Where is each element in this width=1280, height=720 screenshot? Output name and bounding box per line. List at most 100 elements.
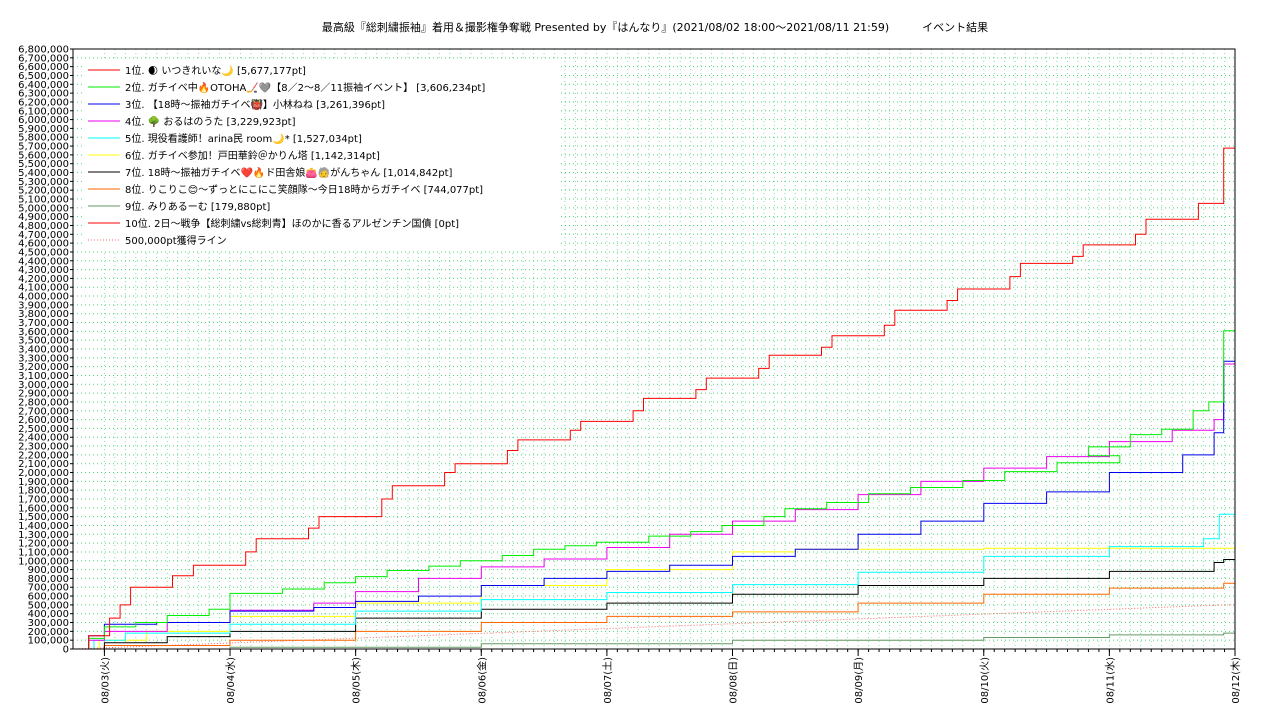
x-tick-label: 08/08(日) — [729, 657, 740, 704]
legend-label: 9位. みりあるーむ [179,880pt] — [125, 200, 270, 213]
legend-label: 6位. ガチイベ参加！戸田華鈴＠かりん塔 [1,142,314pt] — [125, 149, 380, 162]
y-tick-label: 4,100,000 — [18, 283, 69, 294]
y-tick-label: 5,700,000 — [18, 142, 69, 153]
y-tick-label: 4,000,000 — [18, 292, 69, 303]
y-tick-label: 0 — [63, 645, 69, 656]
y-tick-label: 5,600,000 — [18, 150, 69, 161]
y-tick-label: 900,000 — [28, 565, 69, 576]
legend-label: 10位. 2日〜戦争【総刺繍vs総刺青】ほのかに香るアルゼンチン国債 [0pt] — [125, 217, 459, 230]
y-tick-label: 100,000 — [28, 636, 69, 647]
y-tick-label: 1,000,000 — [18, 556, 69, 567]
y-tick-label: 6,600,000 — [18, 62, 69, 73]
legend-label: 3位. 【18時〜振袖ガチイベ👹】小林ねね [3,261,396pt] — [125, 98, 385, 111]
y-tick-label: 1,800,000 — [18, 486, 69, 497]
series-line — [73, 330, 1235, 650]
y-tick-label: 2,900,000 — [18, 389, 69, 400]
y-tick-label: 5,800,000 — [18, 133, 69, 144]
y-tick-label: 2,400,000 — [18, 433, 69, 444]
y-tick-label: 700,000 — [28, 583, 69, 594]
x-tick-label: 08/05(木) — [351, 657, 363, 704]
series-line — [73, 147, 1235, 650]
y-tick-label: 300,000 — [28, 618, 69, 629]
y-tick-label: 3,700,000 — [18, 318, 69, 329]
y-tick-label: 1,900,000 — [18, 477, 69, 488]
legend-label: 4位. 🌳 おるはのうた [3,229,923pt] — [125, 115, 296, 128]
series-line — [73, 360, 1235, 650]
y-tick-label: 6,100,000 — [18, 106, 69, 117]
series-line — [73, 363, 1235, 650]
y-tick-label: 6,300,000 — [18, 89, 69, 100]
y-tick-label: 1,100,000 — [18, 547, 69, 558]
x-tick-label: 08/07(土) — [601, 657, 614, 704]
y-tick-label: 4,400,000 — [18, 256, 69, 267]
x-tick-label: 08/04(水) — [225, 657, 237, 704]
y-tick-label: 800,000 — [28, 574, 69, 585]
y-tick-label: 5,200,000 — [18, 186, 69, 197]
y-tick-label: 2,500,000 — [18, 424, 69, 435]
series-line — [73, 547, 1235, 650]
y-tick-label: 5,400,000 — [18, 168, 69, 179]
legend-box — [83, 60, 561, 251]
y-tick-label: 2,700,000 — [18, 406, 69, 417]
y-tick-label: 6,200,000 — [18, 97, 69, 108]
y-tick-label: 3,200,000 — [18, 362, 69, 373]
y-tick-label: 4,300,000 — [18, 265, 69, 276]
y-tick-label: 2,300,000 — [18, 442, 69, 453]
y-tick-label: 3,400,000 — [18, 345, 69, 356]
series-line — [73, 632, 1235, 650]
y-tick-label: 3,000,000 — [18, 380, 69, 391]
y-tick-label: 4,700,000 — [18, 230, 69, 241]
y-tick-label: 4,500,000 — [18, 247, 69, 258]
y-tick-label: 200,000 — [28, 627, 69, 638]
y-tick-label: 3,900,000 — [18, 300, 69, 311]
y-tick-label: 6,800,000 — [18, 45, 69, 56]
y-tick-label: 6,500,000 — [18, 71, 69, 82]
y-tick-label: 5,100,000 — [18, 195, 69, 206]
y-tick-label: 400,000 — [28, 609, 69, 620]
series-line — [72, 604, 1235, 650]
y-tick-label: 3,300,000 — [18, 353, 69, 364]
y-tick-label: 2,200,000 — [18, 450, 69, 461]
y-tick-label: 3,800,000 — [18, 309, 69, 320]
series-line — [73, 582, 1235, 650]
y-tick-label: 6,700,000 — [18, 53, 69, 64]
series-line — [73, 559, 1235, 650]
y-tick-label: 1,200,000 — [18, 539, 69, 550]
y-tick-label: 5,300,000 — [18, 177, 69, 188]
y-tick-label: 1,400,000 — [18, 521, 69, 532]
x-tick-label: 08/11(水) — [1104, 657, 1116, 704]
y-tick-label: 2,600,000 — [18, 415, 69, 426]
x-tick-label: 08/03(火) — [99, 657, 111, 704]
x-tick-label: 08/10(火) — [979, 657, 991, 704]
x-tick-label: 08/12(木) — [1230, 657, 1242, 704]
y-tick-label: 5,000,000 — [18, 203, 69, 214]
y-tick-label: 2,100,000 — [18, 459, 69, 470]
y-tick-label: 1,600,000 — [18, 503, 69, 514]
y-tick-label: 3,600,000 — [18, 327, 69, 338]
plot-border — [72, 48, 1236, 650]
y-tick-label: 4,200,000 — [18, 274, 69, 285]
y-tick-label: 5,500,000 — [18, 159, 69, 170]
y-tick-label: 4,900,000 — [18, 212, 69, 223]
legend-label: 2位. ガチイベ中🔥OTOHA🏒🩶【8／2〜8／11振袖イベント】 [3,606… — [125, 81, 485, 94]
y-tick-label: 2,800,000 — [18, 397, 69, 408]
y-tick-label: 600,000 — [28, 592, 69, 603]
legend-label: 7位. 18時〜振袖ガチイベ❤️🔥ド田舎娘👛🧓がんちゃん [1,014,842p… — [125, 166, 452, 179]
y-tick-label: 4,600,000 — [18, 239, 69, 250]
y-tick-label: 3,500,000 — [18, 336, 69, 347]
y-tick-label: 1,500,000 — [18, 512, 69, 523]
y-tick-label: 6,000,000 — [18, 115, 69, 126]
legend-label: 8位. りこりこ😊〜ずっとにこにこ笑顔隊〜今日18時からガチイベ [744,07… — [125, 183, 483, 196]
legend-label: 1位. 🌒 いつきれいな🌙 [5,677,177pt] — [125, 64, 306, 77]
y-tick-label: 2,000,000 — [18, 468, 69, 479]
y-tick-label: 4,800,000 — [18, 221, 69, 232]
x-tick-label: 08/06(金) — [475, 657, 488, 704]
y-tick-label: 5,900,000 — [18, 124, 69, 135]
series-line — [73, 513, 1235, 650]
y-tick-label: 3,100,000 — [18, 371, 69, 382]
legend-label: 500,000pt獲得ライン — [125, 234, 227, 247]
chart-title: 最高級『総刺繍振袖』着用＆撮影権争奪戦 Presented by『はんなり』(2… — [321, 21, 989, 34]
legend-label: 5位. 現役看護師！arina民 room🌙* [1,527,034pt] — [125, 132, 362, 145]
y-tick-label: 6,400,000 — [18, 80, 69, 91]
